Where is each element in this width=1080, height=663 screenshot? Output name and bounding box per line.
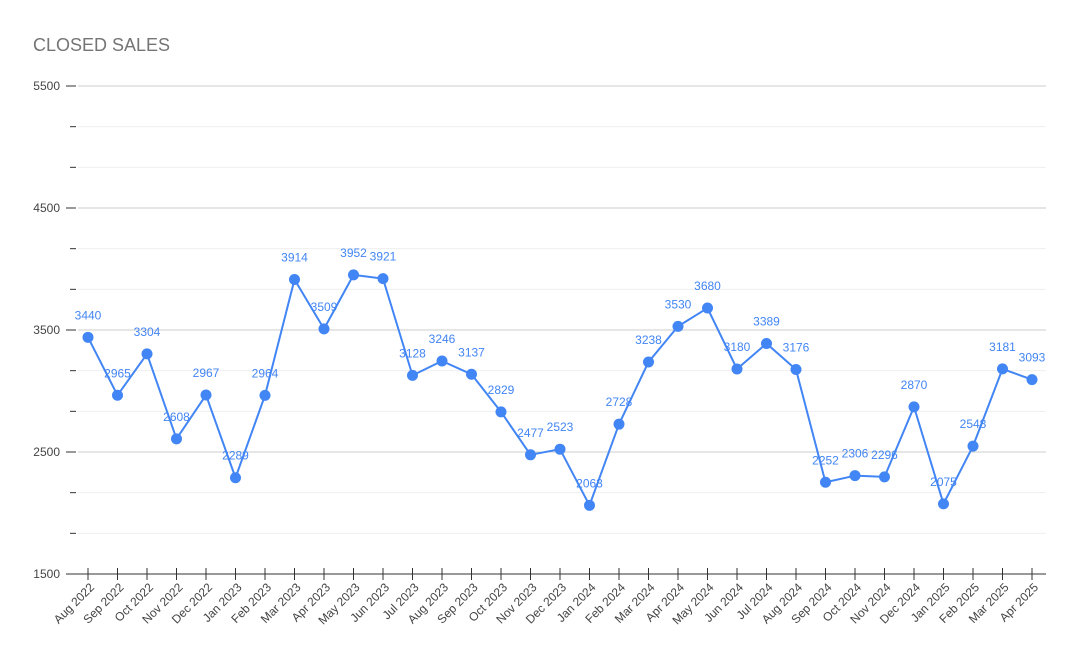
data-point	[466, 368, 477, 380]
data-point	[938, 498, 949, 510]
data-label: 3440	[75, 308, 102, 322]
data-point	[112, 389, 123, 401]
data-label: 2306	[842, 447, 869, 461]
data-label: 3914	[281, 250, 308, 264]
data-point	[259, 389, 271, 401]
data-label: 3137	[458, 345, 485, 359]
data-label: 3921	[370, 250, 397, 264]
data-label: 2289	[222, 449, 249, 463]
data-point	[436, 355, 448, 367]
data-point	[171, 433, 182, 445]
data-point	[200, 389, 212, 401]
y-tick-label: 5500	[33, 79, 60, 93]
chart-title: CLOSED SALES	[33, 35, 171, 55]
data-label: 2477	[517, 426, 544, 440]
data-label: 3509	[311, 300, 338, 314]
data-point	[230, 472, 241, 484]
data-point	[702, 302, 713, 314]
data-point	[613, 418, 625, 430]
data-label: 3952	[340, 246, 367, 260]
data-point	[82, 331, 94, 343]
data-label: 2728	[606, 395, 633, 409]
data-label: 3304	[134, 325, 161, 339]
y-tick-label: 3500	[33, 323, 60, 337]
data-label: 2829	[488, 383, 515, 397]
data-label: 2967	[193, 366, 220, 380]
data-label: 3176	[783, 341, 810, 355]
y-tick-label: 4500	[33, 201, 60, 215]
data-point	[289, 273, 300, 285]
data-label: 3238	[635, 333, 662, 347]
data-label: 2870	[901, 378, 928, 392]
data-point	[377, 273, 389, 285]
data-point	[407, 369, 418, 381]
series-line	[87, 273, 1033, 507]
data-label: 3680	[694, 279, 721, 293]
data-point	[849, 470, 861, 482]
data-point	[584, 499, 595, 511]
data-point	[495, 406, 507, 418]
data-point	[790, 364, 802, 376]
data-label: 2548	[960, 417, 987, 431]
data-point	[731, 363, 743, 375]
data-label: 2063	[576, 476, 603, 490]
data-label: 2608	[163, 410, 190, 424]
data-label: 3093	[1019, 351, 1046, 365]
data-label: 3530	[665, 297, 692, 311]
data-point	[672, 320, 684, 332]
data-label: 2296	[871, 448, 898, 462]
data-label: 2075	[930, 475, 957, 489]
data-label: 3128	[399, 346, 426, 360]
data-point	[879, 471, 890, 483]
data-point	[141, 348, 153, 360]
data-point	[761, 338, 772, 350]
data-point	[1026, 374, 1038, 386]
data-point	[997, 363, 1008, 375]
data-point	[348, 269, 359, 281]
y-tick-label: 2500	[33, 445, 60, 459]
data-point	[318, 323, 330, 335]
data-point	[554, 443, 566, 455]
data-label: 3181	[989, 340, 1016, 354]
data-point	[525, 449, 536, 461]
data-label: 3246	[429, 332, 456, 346]
data-point	[908, 401, 920, 413]
data-label: 2252	[812, 453, 839, 467]
data-label: 2965	[104, 366, 131, 380]
data-point	[967, 440, 979, 452]
data-label: 2523	[547, 420, 574, 434]
data-label: 3180	[724, 340, 751, 354]
data-point	[643, 356, 654, 368]
y-tick-label: 1500	[33, 567, 60, 581]
data-label: 2964	[252, 366, 279, 380]
data-point	[820, 476, 831, 488]
data-label: 3389	[753, 315, 780, 329]
